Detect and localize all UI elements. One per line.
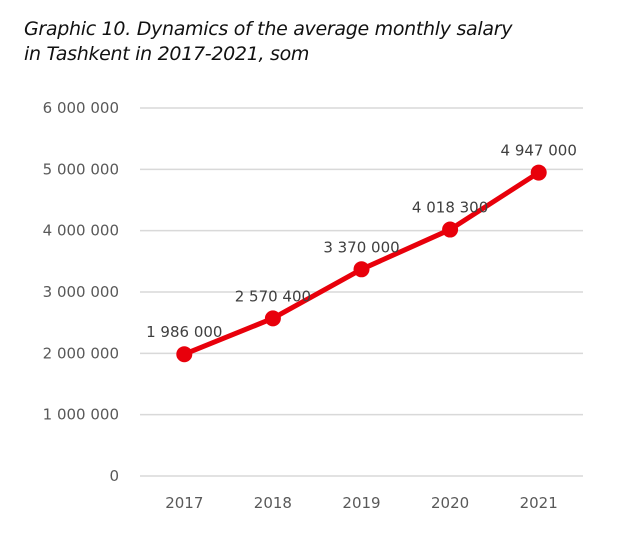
data-point <box>530 164 547 181</box>
y-axis-ticks: 0 1 000 000 2 000 000 3 000 000 4 000 000 5 0… <box>43 99 119 485</box>
data-point <box>442 221 459 238</box>
x-tick-label: 2017 <box>165 494 203 512</box>
y-tick-label: 5 000 000 <box>43 160 119 178</box>
gridlines <box>140 107 583 477</box>
x-axis-ticks: 2017 2018 2019 2020 2021 <box>165 494 558 512</box>
y-tick-label: 2 000 000 <box>43 344 119 362</box>
y-tick-label: 1 000 000 <box>43 406 119 424</box>
x-tick-label: 2018 <box>254 494 292 512</box>
chart-title-block: Graphic 10. Dynamics of the average mont… <box>24 17 512 67</box>
data-point <box>353 261 370 278</box>
y-tick-label: 6 000 000 <box>43 99 119 117</box>
data-point <box>264 310 281 327</box>
data-label: 4 018 300 <box>412 199 488 217</box>
x-tick-label: 2020 <box>431 494 469 512</box>
x-tick-label: 2021 <box>520 494 558 512</box>
series-line-group <box>176 164 547 363</box>
chart-subtitle: in Tashkent in 2017-2021, som <box>24 43 310 65</box>
data-label: 4 947 000 <box>501 142 577 160</box>
data-point <box>176 346 193 363</box>
chart-title: Graphic 10. Dynamics of the average mont… <box>24 18 513 40</box>
data-labels: 1 986 000 2 570 400 3 370 000 4 018 300 4 94… <box>146 142 577 342</box>
data-label: 1 986 000 <box>146 323 222 341</box>
y-tick-label: 4 000 000 <box>43 222 119 240</box>
data-label: 2 570 400 <box>235 287 311 305</box>
data-label: 3 370 000 <box>323 238 399 256</box>
y-tick-label: 3 000 000 <box>43 283 119 301</box>
y-tick-label: 0 <box>109 467 119 485</box>
x-tick-label: 2019 <box>342 494 380 512</box>
